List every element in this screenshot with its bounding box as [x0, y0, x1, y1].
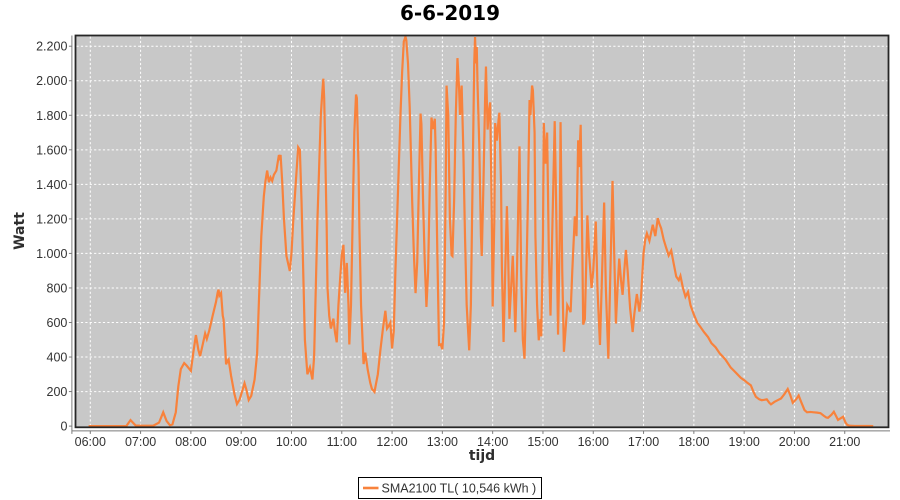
y-tick-label: 2.200: [36, 40, 67, 54]
y-tick-label: 2.000: [36, 74, 67, 88]
x-tick-label: 21:00: [829, 435, 860, 449]
y-tick-label: 1.000: [36, 247, 67, 261]
x-tick-label: 07:00: [125, 435, 156, 449]
y-tick-label: 1.800: [36, 109, 67, 123]
x-tick-label: 11:00: [327, 435, 357, 449]
x-tick-label: 06:00: [75, 435, 106, 449]
y-tick-label: 200: [47, 385, 68, 399]
x-tick-label: 20:00: [779, 435, 810, 449]
x-tick-label: 08:00: [175, 435, 206, 449]
y-tick-label: 1.600: [36, 143, 67, 157]
y-tick-label: 400: [47, 351, 68, 365]
series-line: [74, 34, 890, 429]
x-tick-label: 17:00: [628, 435, 659, 449]
x-tick-label: 14:00: [477, 435, 508, 449]
y-tick-label: 0: [60, 420, 67, 434]
x-tick-label: 15:00: [527, 435, 558, 449]
y-tick-label: 800: [47, 281, 68, 295]
y-tick-label: 1.200: [36, 212, 67, 226]
x-tick-label: 16:00: [578, 435, 609, 449]
y-tick-label: 1.400: [36, 178, 67, 192]
axes: [68, 35, 890, 434]
x-tick-label: 19:00: [729, 435, 760, 449]
x-tick-label: 09:00: [226, 435, 257, 449]
x-tick-label: 12:00: [376, 435, 407, 449]
y-tick-label: 600: [47, 316, 68, 330]
x-tick-label: 13:00: [427, 435, 458, 449]
legend-series-label: SMA2100 TL( 10,546 kWh ): [382, 482, 537, 496]
tick-labels: 0 200 400 600 800 1.000 1.200 1.400 1.600 1.800 2.…: [36, 40, 860, 449]
chart-title: 6-6-2019: [400, 1, 500, 25]
plot-border: [74, 34, 890, 429]
x-tick-label: 10:00: [276, 435, 307, 449]
legend-box: [358, 477, 542, 499]
legend: SMA2100 TL( 10,546 kWh ): [358, 477, 542, 499]
x-tick-label: 18:00: [678, 435, 709, 449]
y-axis-label: Watt: [12, 212, 28, 250]
x-axis-label: tijd: [469, 448, 495, 464]
series-path: [88, 35, 874, 428]
